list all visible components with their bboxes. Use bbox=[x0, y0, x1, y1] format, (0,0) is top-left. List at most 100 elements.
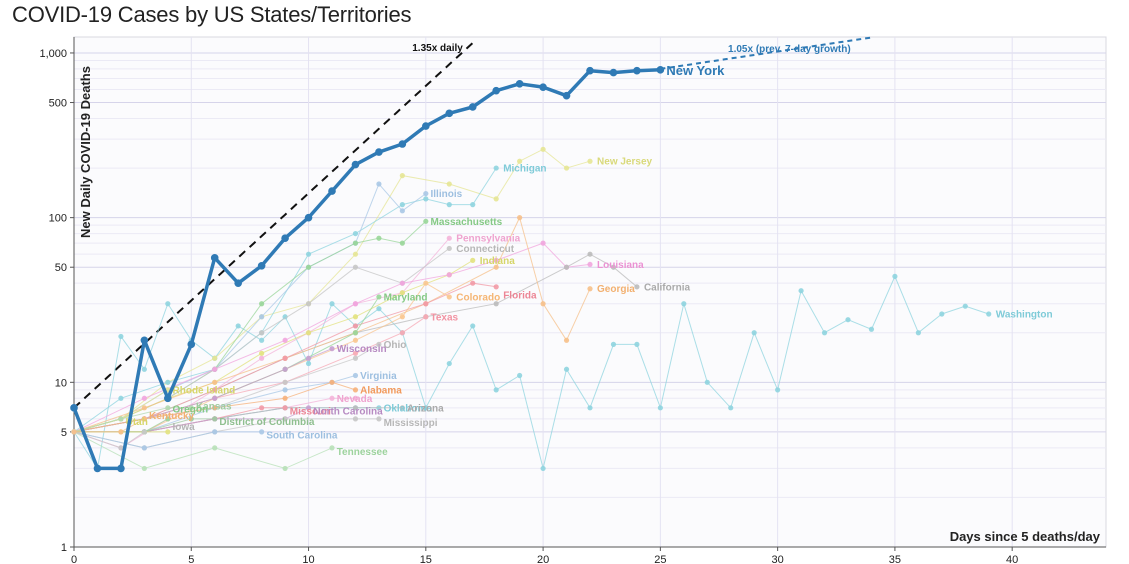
series-label: Arizona bbox=[407, 403, 444, 414]
series-line bbox=[73, 381, 356, 433]
highlight-series-point bbox=[445, 109, 454, 118]
series-point bbox=[821, 330, 828, 336]
reference-label-prev-growth: 1.05x (prev. 7-day growth) bbox=[728, 44, 851, 55]
highlight-series-point bbox=[398, 140, 407, 148]
series-point bbox=[165, 429, 171, 435]
series-label: Pennsylvania bbox=[456, 234, 520, 245]
series-point bbox=[352, 337, 359, 343]
series-point bbox=[141, 465, 147, 472]
series-point bbox=[329, 379, 335, 385]
series-label: Oregon bbox=[173, 404, 209, 415]
series-point bbox=[282, 387, 288, 393]
series-point bbox=[540, 301, 546, 307]
series-point bbox=[610, 264, 617, 270]
series-point bbox=[423, 301, 429, 307]
series-point bbox=[212, 395, 218, 401]
reference-line bbox=[73, 42, 474, 409]
series-point bbox=[259, 405, 265, 411]
series-point bbox=[493, 264, 499, 270]
series-point bbox=[352, 330, 359, 336]
series-point bbox=[962, 303, 968, 309]
series-point bbox=[563, 165, 570, 171]
series-point bbox=[305, 301, 312, 307]
series-point bbox=[305, 405, 312, 411]
series-point bbox=[212, 387, 218, 393]
series-point bbox=[634, 341, 640, 347]
series-point bbox=[540, 240, 546, 246]
series-point bbox=[259, 429, 265, 435]
series-label: Mississippi bbox=[384, 418, 438, 429]
series-line bbox=[73, 431, 262, 449]
series-point bbox=[141, 416, 147, 422]
series-point bbox=[399, 173, 405, 179]
series-point bbox=[399, 330, 405, 336]
series-point bbox=[352, 395, 359, 401]
series-point bbox=[587, 158, 593, 164]
series-point bbox=[235, 323, 241, 329]
series-point bbox=[352, 240, 359, 246]
series-point bbox=[212, 405, 218, 411]
highlight-series-point bbox=[633, 66, 641, 75]
x-tick-label: 0 bbox=[71, 554, 77, 564]
x-tick-label: 25 bbox=[654, 554, 666, 564]
series-line bbox=[73, 167, 497, 433]
series-point bbox=[352, 323, 359, 329]
series-point bbox=[563, 337, 570, 343]
series-point bbox=[587, 261, 593, 268]
series-point bbox=[188, 405, 194, 411]
series-point bbox=[259, 301, 265, 307]
series-label: Connecticut bbox=[456, 244, 514, 255]
series-point bbox=[587, 251, 593, 257]
series-point bbox=[517, 372, 523, 379]
series-point bbox=[399, 201, 405, 208]
series-point bbox=[517, 158, 523, 164]
series-point bbox=[376, 416, 382, 422]
series-point bbox=[798, 288, 804, 294]
series-point bbox=[493, 165, 499, 171]
highlight-series-point bbox=[539, 83, 547, 91]
series-point bbox=[329, 445, 335, 451]
series-label: Maryland bbox=[384, 292, 428, 303]
series-point bbox=[305, 360, 312, 367]
series-point bbox=[751, 330, 757, 336]
series-point bbox=[141, 429, 147, 435]
series-point bbox=[563, 366, 570, 372]
series-point bbox=[939, 311, 945, 317]
series-label: Massachusetts bbox=[431, 217, 503, 228]
series-point bbox=[305, 251, 312, 257]
series-point bbox=[399, 314, 405, 320]
highlight-series-point bbox=[117, 464, 125, 473]
series-point bbox=[423, 405, 429, 411]
highlight-series-point bbox=[422, 122, 430, 130]
series-point bbox=[71, 429, 77, 435]
series-point bbox=[352, 355, 359, 361]
series-point bbox=[118, 416, 124, 422]
highlight-series-point bbox=[187, 340, 196, 349]
series-point bbox=[282, 337, 288, 343]
x-tick-label: 10 bbox=[302, 554, 314, 564]
series-point bbox=[282, 314, 288, 320]
highlight-series-label: New York bbox=[666, 63, 725, 78]
series-point bbox=[610, 341, 617, 347]
x-tick-label: 40 bbox=[1006, 554, 1018, 564]
series-label: Alabama bbox=[360, 385, 402, 396]
series-point bbox=[259, 330, 265, 336]
series-point bbox=[352, 314, 359, 320]
series-label: Washington bbox=[996, 309, 1053, 320]
series-point bbox=[399, 405, 405, 411]
series-point bbox=[352, 405, 359, 411]
series-point bbox=[493, 257, 499, 263]
series-label: North Carolina bbox=[313, 406, 383, 417]
series-point bbox=[493, 284, 499, 290]
series-point bbox=[352, 251, 359, 257]
series-label: Rhode Island bbox=[173, 385, 236, 396]
series-line bbox=[73, 275, 989, 470]
series-point bbox=[868, 326, 875, 332]
series-point bbox=[352, 387, 359, 393]
plot-area bbox=[73, 36, 1107, 548]
series-point bbox=[259, 355, 265, 361]
series-label: South Carolina bbox=[266, 430, 338, 441]
series-point bbox=[282, 416, 288, 422]
series-point bbox=[399, 240, 405, 246]
